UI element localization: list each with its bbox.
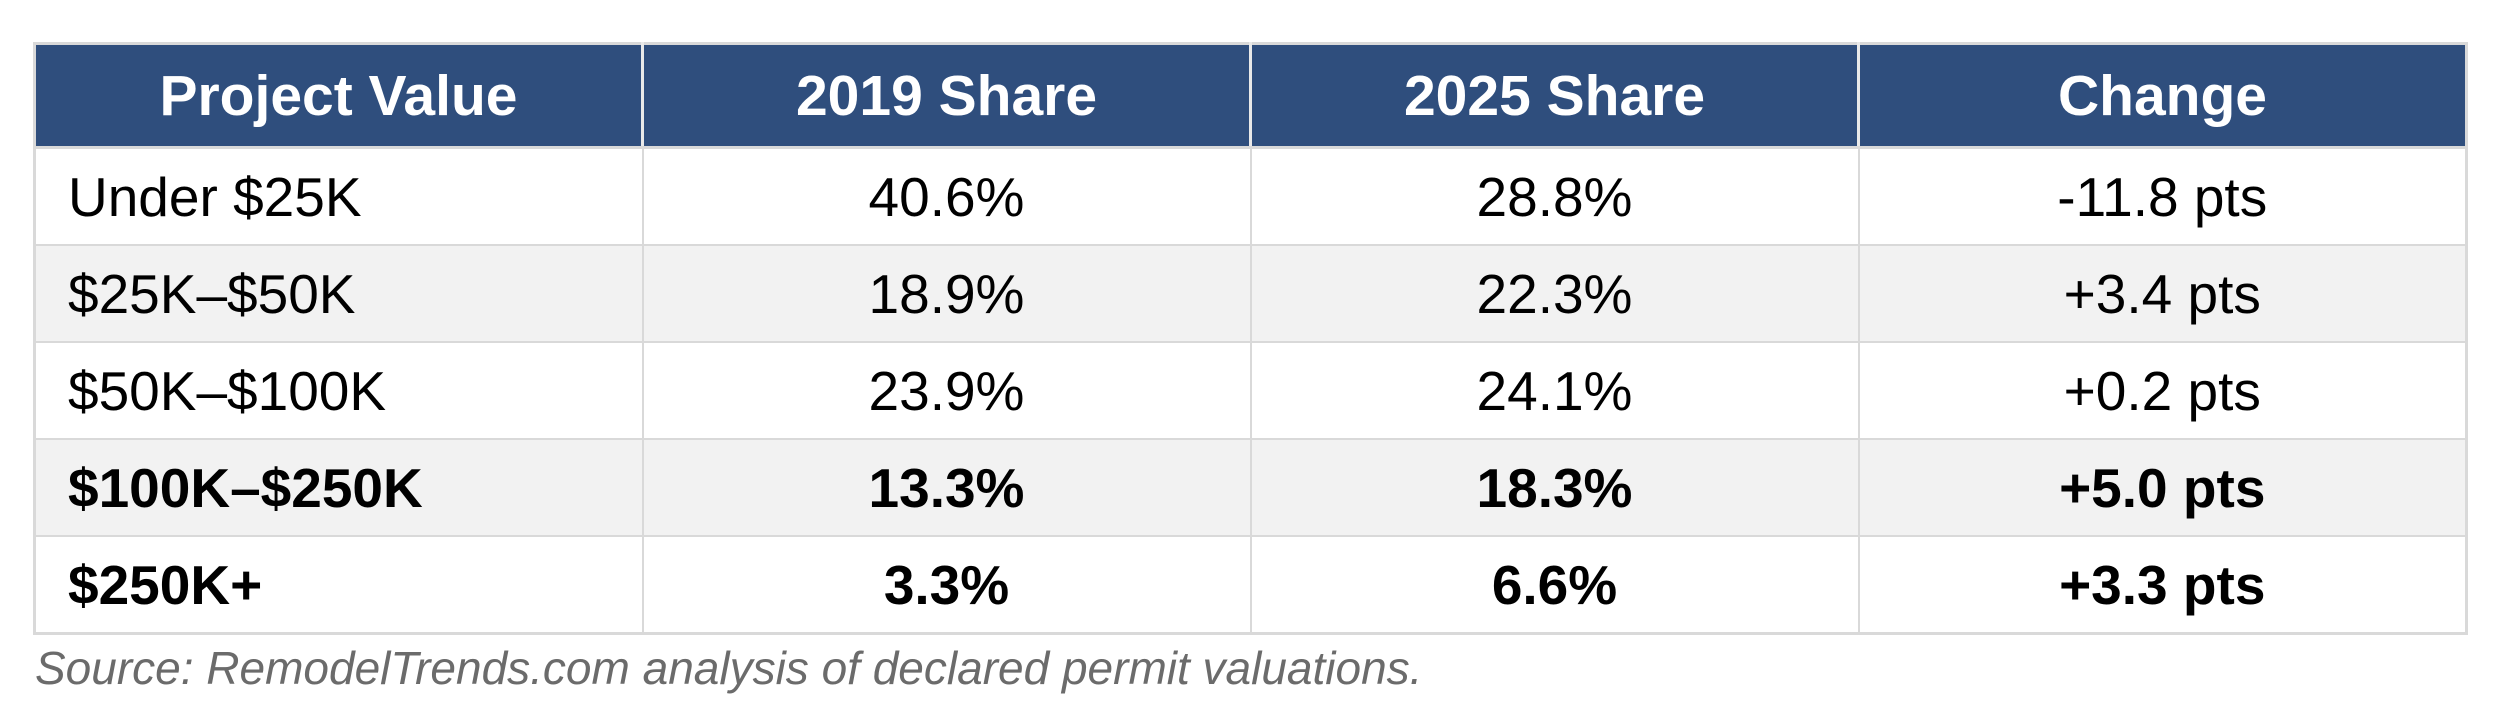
table-row: $100K–$250K 13.3% 18.3% +5.0 pts bbox=[33, 438, 2468, 537]
source-note: Source: RemodelTrends.com analysis of de… bbox=[35, 642, 1423, 694]
column-header-2019-share: 2019 Share bbox=[641, 43, 1251, 149]
header-row: Project Value 2019 Share 2025 Share Change bbox=[34, 43, 2467, 149]
row-label-cell: $100K–$250K bbox=[33, 438, 644, 537]
value-cell: 13.3% bbox=[641, 438, 1252, 537]
value-cell: 40.6% bbox=[641, 146, 1252, 246]
table-row: $250K+ 3.3% 6.6% +3.3 pts bbox=[33, 535, 2468, 635]
table-row: Under $25K 40.6% 28.8% -11.8 pts bbox=[33, 146, 2468, 246]
table-row: $50K–$100K 23.9% 24.1% +0.2 pts bbox=[33, 341, 2468, 440]
row-label-cell: $250K+ bbox=[33, 535, 644, 635]
table-body: Under $25K 40.6% 28.8% -11.8 pts $25K–$50K 18… bbox=[33, 146, 2468, 635]
row-label-cell: Under $25K bbox=[33, 146, 644, 246]
value-cell: 28.8% bbox=[1249, 146, 1860, 246]
column-header-change: Change bbox=[1857, 43, 2467, 149]
table-row: $25K–$50K 18.9% 22.3% +3.4 pts bbox=[33, 244, 2468, 343]
value-cell: -11.8 pts bbox=[1857, 146, 2468, 246]
value-cell: +3.4 pts bbox=[1857, 244, 2468, 343]
value-cell: 24.1% bbox=[1249, 341, 1860, 440]
project-value-share-table: Project Value 2019 Share 2025 Share Change … bbox=[33, 42, 2468, 635]
row-label-cell: $25K–$50K bbox=[33, 244, 644, 343]
value-cell: +5.0 pts bbox=[1857, 438, 2468, 537]
value-cell: 18.9% bbox=[641, 244, 1252, 343]
value-cell: 23.9% bbox=[641, 341, 1252, 440]
column-header-2025-share: 2025 Share bbox=[1249, 43, 1859, 149]
value-cell: 3.3% bbox=[641, 535, 1252, 635]
value-cell: +3.3 pts bbox=[1857, 535, 2468, 635]
value-cell: 22.3% bbox=[1249, 244, 1860, 343]
value-cell: 18.3% bbox=[1249, 438, 1860, 537]
value-cell: 6.6% bbox=[1249, 535, 1860, 635]
table-header: Project Value 2019 Share 2025 Share Change bbox=[34, 43, 2467, 149]
column-header-project-value: Project Value bbox=[34, 43, 643, 149]
row-label-cell: $50K–$100K bbox=[33, 341, 644, 440]
value-cell: +0.2 pts bbox=[1857, 341, 2468, 440]
